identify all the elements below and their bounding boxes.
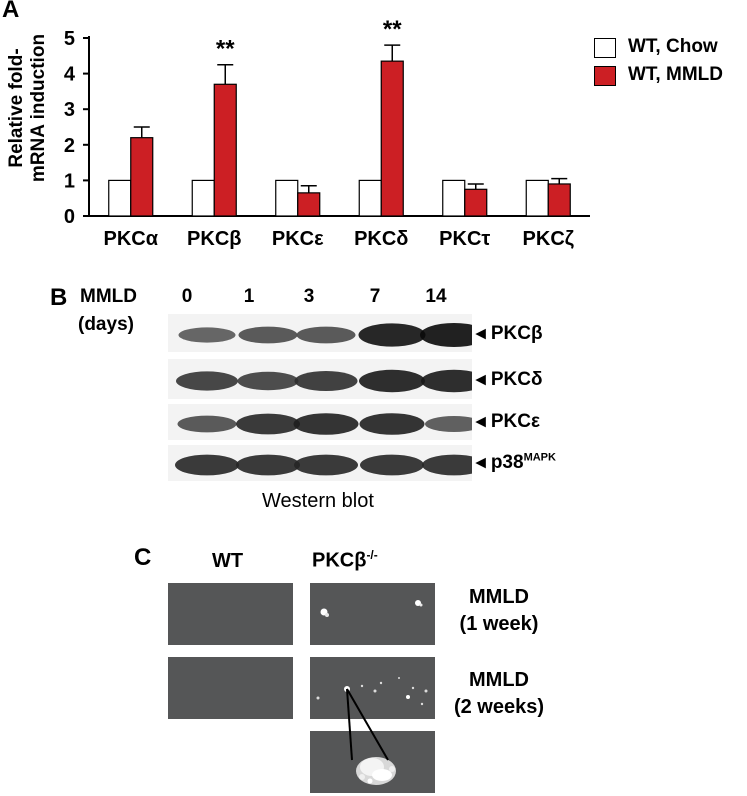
lane-label-3: 3 xyxy=(303,286,315,307)
legend-label-mmld: WT, MMLD xyxy=(628,64,723,85)
x-tick-label: PKCζ xyxy=(523,228,574,250)
bar-mmld xyxy=(297,192,321,217)
blot-label-pkcd: ◂ PKCδ xyxy=(476,369,543,390)
y-axis-label-line2: mRNA induction xyxy=(28,34,49,182)
blot-band xyxy=(177,415,237,433)
blot-band xyxy=(236,413,300,435)
y-tick-label: 1 xyxy=(64,170,75,192)
blot-caption: Western blot xyxy=(262,490,374,512)
legend-swatch-mmld xyxy=(594,66,616,86)
panel-b-letter: B xyxy=(50,284,68,311)
bar-mmld xyxy=(547,183,571,217)
condition-row1: MMLD (1 week) xyxy=(459,586,539,635)
lane-label-7: 7 xyxy=(369,286,381,307)
blot-band xyxy=(175,454,239,476)
bar-mmld xyxy=(130,137,154,217)
bar-chow xyxy=(275,179,299,217)
lane-label-1: 1 xyxy=(243,286,255,307)
legend-swatch-chow xyxy=(594,38,616,58)
blot-band xyxy=(238,326,298,344)
blot-band xyxy=(425,416,472,432)
bar-chow xyxy=(358,179,382,217)
blot-strip-pkce xyxy=(168,404,472,440)
x-tick-label: PKCα xyxy=(103,228,158,250)
image-ko-2weeks xyxy=(310,657,435,719)
blot-band xyxy=(293,413,359,435)
bar-chow xyxy=(442,179,466,217)
blot-band xyxy=(294,371,358,391)
blot-strip-pkcb xyxy=(168,314,472,352)
image-ko-2weeks-zoom xyxy=(310,731,435,793)
blot-band xyxy=(358,323,426,347)
column-label-ko: PKCβ-/- xyxy=(312,548,378,572)
significance-marker: ** xyxy=(383,16,402,43)
y-tick-label: 0 xyxy=(64,206,75,228)
bar-chow xyxy=(191,179,215,217)
blot-band xyxy=(421,369,472,393)
x-tick-label: PKCβ xyxy=(187,228,241,250)
x-tick-label: PKCδ xyxy=(354,228,408,250)
panel-c-letter: C xyxy=(134,544,152,571)
condition-unit: (days) xyxy=(78,314,134,335)
blot-label-p38: ◂ p38MAPK xyxy=(476,451,556,473)
image-wt-2weeks xyxy=(168,657,293,719)
lane-label-0: 0 xyxy=(181,286,193,307)
column-label-wt: WT xyxy=(212,550,244,572)
x-tick-label: PKCτ xyxy=(439,228,490,250)
y-tick-label: 4 xyxy=(64,64,76,86)
y-tick-label: 3 xyxy=(64,99,75,121)
blot-label-pkcb: ◂ PKCβ xyxy=(476,323,543,344)
bar-chart: 0 1 2 3 4 5 PKCα ** PKCβ PKCε ** PKCδ PKCτ PKCζ Relat… xyxy=(6,16,590,250)
significance-marker: ** xyxy=(216,36,235,63)
blot-band xyxy=(359,413,425,435)
blot-band xyxy=(178,327,236,343)
condition-row2: MMLD (2 weeks) xyxy=(453,669,545,718)
x-tick-label: PKCε xyxy=(272,228,324,250)
blot-band xyxy=(176,371,238,391)
image-wt-1week xyxy=(168,583,293,645)
y-axis-label-line1: Relative fold- xyxy=(6,48,27,167)
blot-band xyxy=(420,323,472,347)
y-tick-label: 5 xyxy=(64,28,75,50)
image-ko-1week xyxy=(310,583,435,645)
bar-mmld xyxy=(380,60,404,217)
panel-a-letter: A xyxy=(2,0,20,23)
bar-chow xyxy=(108,179,132,217)
blot-label-pkce: ◂ PKCε xyxy=(476,411,540,432)
blot-band xyxy=(294,454,358,476)
y-tick-label: 2 xyxy=(64,135,75,157)
blot-strip-p38 xyxy=(168,445,472,481)
blot-band xyxy=(237,371,299,391)
blot-band xyxy=(236,454,300,476)
bar-mmld xyxy=(464,188,488,217)
blot-band xyxy=(296,326,356,344)
lane-label-14: 14 xyxy=(425,286,447,307)
bar-chow xyxy=(525,179,549,217)
blot-band xyxy=(360,454,424,476)
legend-label-chow: WT, Chow xyxy=(628,36,718,57)
condition-label: MMLD xyxy=(80,286,137,307)
blot-strip-pkcd xyxy=(168,359,472,399)
lane-labels: 0 1 3 7 14 xyxy=(0,286,747,310)
blot-band xyxy=(359,369,425,393)
blot-band xyxy=(422,454,472,476)
bar-mmld xyxy=(213,83,237,217)
